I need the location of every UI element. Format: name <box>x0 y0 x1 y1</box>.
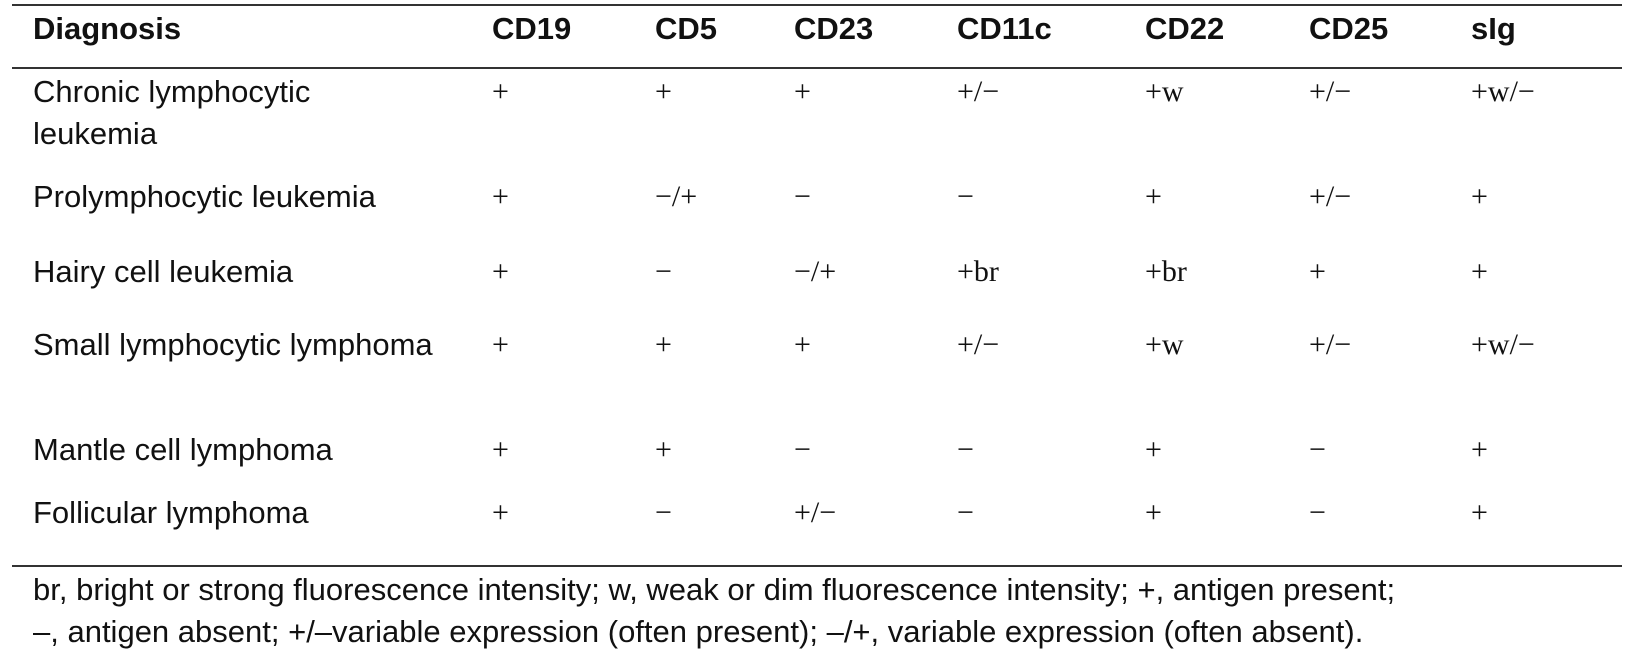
marker-cell: + <box>1145 180 1162 213</box>
marker-cell: + <box>794 328 811 361</box>
diagnosis-cell: Chronic lymphocytic leukemia <box>33 74 311 151</box>
footnote-line: br, bright or strong fluorescence intens… <box>33 572 1396 607</box>
marker-cell: − <box>1309 496 1326 529</box>
diagnosis-cell: Small lymphocytic lymphoma <box>33 327 433 362</box>
marker-cell: + <box>1471 180 1488 213</box>
marker-cell: + <box>655 433 672 466</box>
marker-cell: +w/− <box>1471 328 1535 361</box>
marker-cell: + <box>492 255 509 288</box>
column-header: CD22 <box>1145 11 1225 46</box>
top-rule <box>12 4 1622 6</box>
diagnosis-cell: Mantle cell lymphoma <box>33 432 333 467</box>
marker-cell: − <box>1309 433 1326 466</box>
footnote-line: –, antigen absent; +/–variable expressio… <box>33 614 1364 649</box>
marker-cell: − <box>794 433 811 466</box>
marker-cell: + <box>492 328 509 361</box>
marker-cell: + <box>1145 433 1162 466</box>
marker-cell: +/− <box>957 328 1000 361</box>
marker-cell: − <box>957 496 974 529</box>
marker-cell: + <box>1471 496 1488 529</box>
marker-cell: −/+ <box>655 180 698 213</box>
marker-cell: + <box>655 75 672 108</box>
marker-cell: +/− <box>1309 328 1352 361</box>
marker-cell: +/− <box>957 75 1000 108</box>
marker-cell: + <box>492 433 509 466</box>
marker-cell: +w/− <box>1471 75 1535 108</box>
diagnosis-cell: Prolymphocytic leukemia <box>33 179 376 214</box>
column-header: Diagnosis <box>33 11 182 46</box>
marker-cell: +w <box>1145 328 1184 361</box>
marker-cell: − <box>655 255 672 288</box>
marker-cell: + <box>492 496 509 529</box>
column-header: sIg <box>1471 11 1516 46</box>
marker-cell: + <box>492 180 509 213</box>
marker-cell: + <box>1471 433 1488 466</box>
marker-cell: + <box>794 75 811 108</box>
marker-cell: + <box>655 328 672 361</box>
marker-cell: + <box>492 75 509 108</box>
marker-cell: −/+ <box>794 255 837 288</box>
marker-cell: + <box>1309 255 1326 288</box>
marker-cell: − <box>957 180 974 213</box>
diagnosis-cell: Follicular lymphoma <box>33 495 309 530</box>
marker-cell: − <box>794 180 811 213</box>
header-rule <box>12 67 1622 69</box>
marker-cell: +w <box>1145 75 1184 108</box>
marker-cell: +/− <box>1309 75 1352 108</box>
marker-cell: +/− <box>794 496 837 529</box>
bottom-rule <box>12 565 1622 567</box>
column-header: CD19 <box>492 11 572 46</box>
marker-cell: − <box>957 433 974 466</box>
diagnosis-cell: Hairy cell leukemia <box>33 254 294 289</box>
column-header: CD25 <box>1309 11 1389 46</box>
column-header: CD5 <box>655 11 718 46</box>
marker-cell: +br <box>1145 255 1187 288</box>
column-header: CD23 <box>794 11 874 46</box>
marker-cell: + <box>1145 496 1162 529</box>
marker-cell: +br <box>957 255 999 288</box>
column-header: CD11c <box>957 11 1052 46</box>
marker-cell: − <box>655 496 672 529</box>
marker-cell: +/− <box>1309 180 1352 213</box>
marker-cell: + <box>1471 255 1488 288</box>
